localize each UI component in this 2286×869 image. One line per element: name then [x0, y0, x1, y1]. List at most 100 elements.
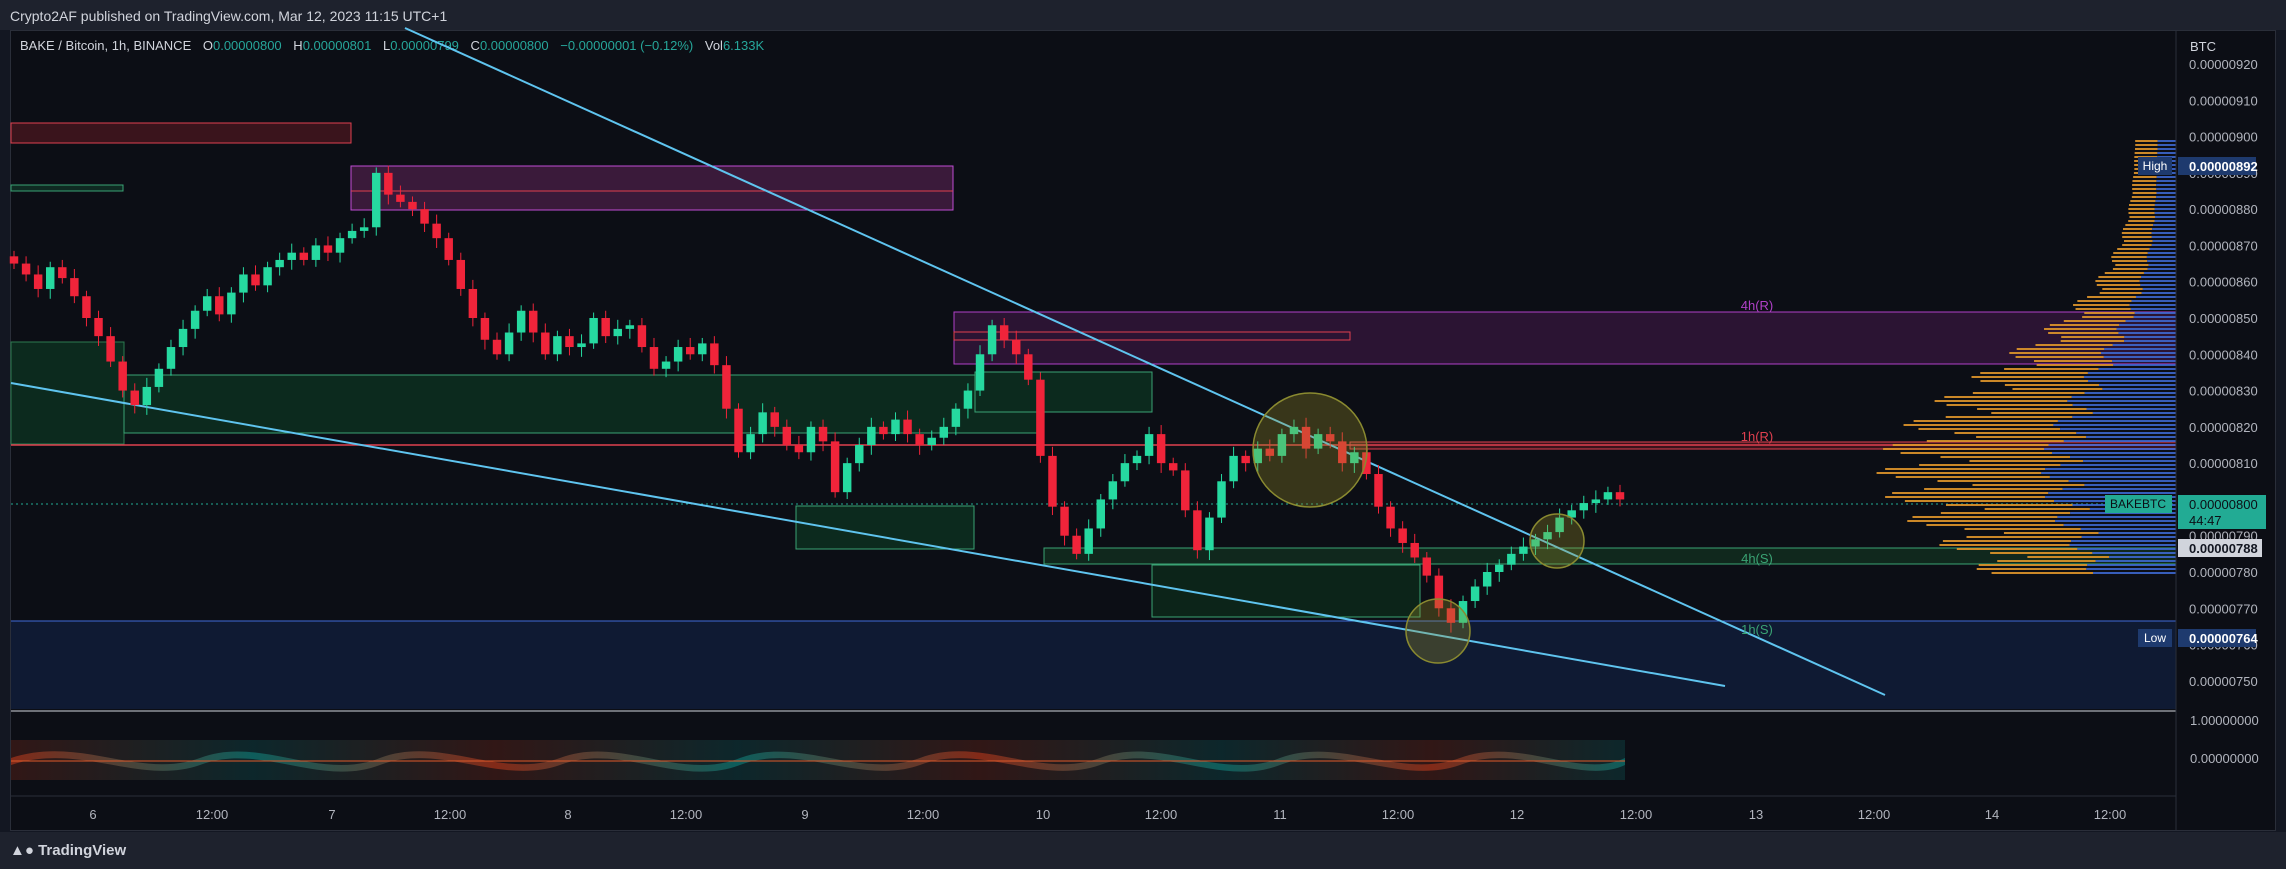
candle-body: [178, 328, 188, 348]
candle-body: [1313, 434, 1323, 449]
volume-profile-bar: [2009, 352, 2101, 354]
candle-body: [1060, 506, 1069, 536]
descending-trendline[interactable]: [404, 27, 1886, 696]
time-tick-label: 14: [1985, 807, 1999, 822]
volume-profile-bar: [2113, 364, 2176, 366]
volume-profile-bar: [2135, 296, 2176, 298]
volume-profile-bar: [2142, 288, 2176, 290]
low-value: 0.00000764: [2189, 631, 2258, 646]
symbol-name[interactable]: BAKE / Bitcoin, 1h, BINANCE: [20, 38, 192, 53]
time-axis[interactable]: 6 12:00 7 12:00 8 12:00 9 12:00 10 12:00 11 12:00 12…: [89, 807, 2126, 822]
candle-body: [1325, 434, 1335, 442]
volume-profile-bar: [1903, 424, 2054, 426]
candle-body: [372, 172, 381, 228]
volume-profile-bar: [2151, 236, 2176, 238]
volume-profile-bar: [2041, 472, 2176, 474]
volume-profile-bar: [2100, 352, 2176, 354]
volume-profile-bar: [1885, 468, 2046, 470]
open-key: O: [202, 38, 213, 53]
candle-body: [215, 296, 224, 315]
volume-profile-bar: [2119, 324, 2176, 326]
candle-body: [130, 390, 139, 406]
volume-profile-bar: [2128, 208, 2155, 210]
candle-body: [311, 245, 321, 260]
time-tick-label: 8: [564, 807, 571, 822]
candle-body: [1205, 517, 1214, 551]
candle-body: [1168, 463, 1178, 471]
time-tick-label: 12:00: [2094, 807, 2127, 822]
candle-body: [202, 296, 212, 311]
volume-profile-bar: [2027, 556, 2110, 558]
volume-profile-bar: [2111, 256, 2147, 258]
volume-profile-bar: [2084, 392, 2176, 394]
last-price-tag: [2178, 495, 2266, 529]
zone-labels: 4h(R) 1h(R) 4h(S) 1h(S): [1741, 298, 1774, 637]
candle-body: [1265, 448, 1275, 456]
volume-profile-bar: [1980, 380, 2088, 382]
volume-profile-bar: [2152, 228, 2176, 230]
volume-profile-bar: [2135, 140, 2158, 142]
price-tick-label: 0.00000830: [2189, 384, 2258, 399]
volume-profile-bar: [1904, 500, 2054, 502]
resistance-zone: [350, 165, 954, 211]
volume-profile-bar: [1969, 460, 2084, 462]
volume-profile-bar: [2156, 180, 2176, 182]
volume-profile-bar: [2113, 252, 2148, 254]
candle-body: [1350, 452, 1359, 464]
candle-body: [384, 172, 393, 195]
price-tick-label: 0.00000820: [2189, 420, 2258, 435]
time-tick-label: 13: [1749, 807, 1763, 822]
volume-profile: [1876, 140, 2176, 574]
volume-profile-bar: [2125, 320, 2176, 322]
volume-profile-bar: [2060, 428, 2176, 430]
candle-body: [1374, 474, 1383, 507]
price-tick-label: 0.00000910: [2189, 93, 2258, 108]
candle-body: [480, 318, 490, 340]
volume-profile-bar: [1939, 544, 2070, 546]
marker-price: 0.00000788: [2189, 541, 2258, 556]
candle-body: [408, 201, 417, 210]
price-tick-label: 0.00000750: [2189, 674, 2258, 689]
volume-profile-bar: [2102, 288, 2143, 290]
time-tick-label: 10: [1036, 807, 1050, 822]
time-tick-label: 12:00: [1382, 807, 1415, 822]
volume-profile-bar: [2072, 416, 2176, 418]
tradingview-logo[interactable]: ▲● TradingView: [10, 842, 126, 859]
volume-profile-bar: [2116, 328, 2176, 330]
volume-profile-bar: [2045, 468, 2176, 470]
candle-body: [347, 230, 357, 239]
candle-body: [710, 343, 719, 366]
candle-body: [70, 278, 79, 297]
price-axis[interactable]: 0.000009200.000009100.000009000.00000890…: [2189, 57, 2258, 689]
volume-profile-bar: [2133, 176, 2157, 178]
candle-body: [1495, 564, 1504, 572]
volume-profile-bar: [1972, 484, 2085, 486]
candle-body: [1362, 452, 1371, 475]
candle-body: [951, 408, 961, 427]
close-value: 0.00000800: [479, 38, 549, 53]
volume-profile-bar: [2131, 300, 2176, 302]
price-tick-label: 0.00000900: [2189, 130, 2258, 145]
volume-profile-bar: [1945, 504, 2073, 506]
volume-profile-bar: [2156, 192, 2176, 194]
volume-profile-bar: [1956, 548, 2078, 550]
price-tick-label: 0.00000780: [2189, 565, 2258, 580]
volume-profile-bar: [1926, 524, 2064, 526]
candle-body: [287, 252, 296, 260]
candle-body: [915, 434, 924, 445]
volume-profile-bar: [2068, 480, 2176, 482]
volume-profile-bar: [2124, 240, 2153, 242]
candle-body: [601, 318, 610, 337]
volume-profile-bar: [2157, 140, 2176, 142]
wedge-support-line[interactable]: [10, 382, 1726, 687]
volume-profile-bar: [2131, 196, 2157, 198]
volume-profile-bar: [2122, 236, 2152, 238]
low-value-tag: [2178, 629, 2256, 647]
tv-brand-text: TradingView: [38, 842, 127, 859]
volume-profile-bar: [2154, 208, 2176, 210]
candle-body: [1156, 434, 1166, 464]
volume-profile-bar: [2077, 548, 2176, 550]
osc-tick-top: 1.00000000: [2190, 713, 2259, 728]
volume-profile-bar: [2095, 280, 2140, 282]
